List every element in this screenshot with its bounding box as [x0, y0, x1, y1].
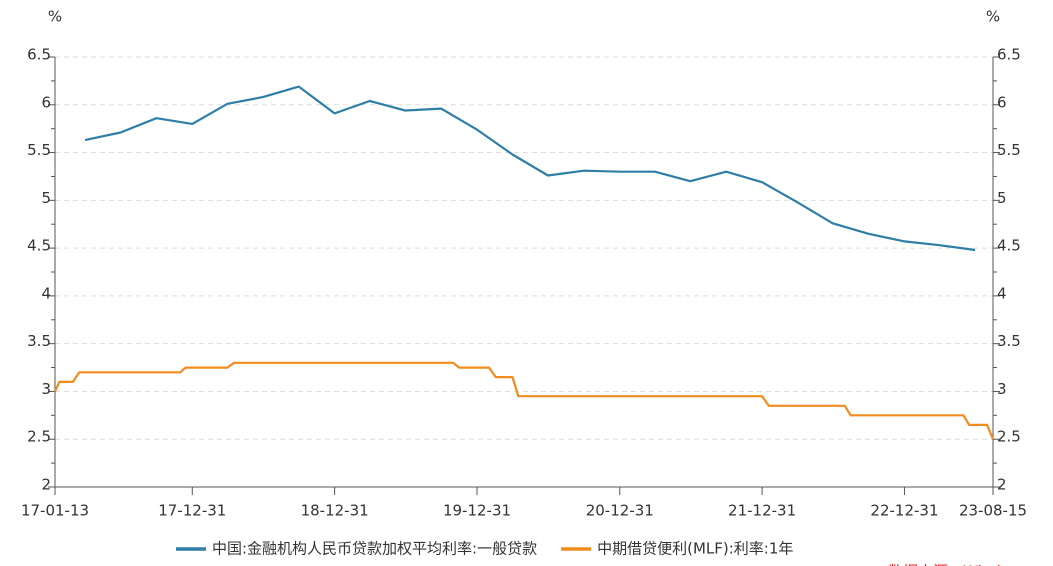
y-tick-label: 5	[41, 189, 51, 207]
series-line	[84, 85, 976, 252]
series-line	[53, 361, 995, 440]
y-tick-label: 3.5	[27, 332, 51, 350]
x-tick-label: 17-01-13	[21, 502, 89, 520]
y-tick-label: 3	[41, 380, 51, 398]
y2-tick-label: 2.5	[997, 428, 1021, 446]
x-tick-label: 17-12-31	[158, 502, 226, 520]
source: 数据来源：Wind	[888, 563, 1001, 566]
x-tick-label: 23-08-15	[959, 502, 1027, 520]
y-tick-label: 4	[41, 284, 51, 302]
y-tick-label: 4.5	[27, 237, 51, 255]
y2-tick-label: 5.5	[997, 141, 1021, 159]
y2-tick-label: 4.5	[997, 237, 1021, 255]
y2-tick-label: 6.5	[997, 46, 1021, 64]
y2-tick-label: 2	[997, 476, 1007, 494]
y-tick-label: 6	[41, 93, 51, 111]
x-tick-label: 19-12-31	[443, 502, 511, 520]
y-tick-label: 6.5	[27, 46, 51, 64]
y2-tick-label: 4	[997, 284, 1007, 302]
y2-tick-label: 3.5	[997, 332, 1021, 350]
legend-label: 中国:金融机构人民币贷款加权平均利率:一般贷款	[212, 540, 537, 558]
y2-tick-label: 3	[997, 380, 1007, 398]
y-tick-label: 5.5	[27, 141, 51, 159]
x-tick-label: 20-12-31	[586, 502, 654, 520]
x-tick-label: 18-12-31	[301, 502, 369, 520]
y2-unit: %	[986, 8, 1000, 26]
y2-tick-label: 6	[997, 93, 1007, 111]
x-tick-label: 21-12-31	[728, 502, 796, 520]
legend-label: 中期借贷便利(MLF):利率:1年	[597, 540, 793, 558]
y-tick-label: 2	[41, 476, 51, 494]
y-unit: %	[48, 8, 62, 26]
y2-tick-label: 5	[997, 189, 1007, 207]
y-tick-label: 2.5	[27, 428, 51, 446]
x-tick-label: 22-12-31	[870, 502, 938, 520]
